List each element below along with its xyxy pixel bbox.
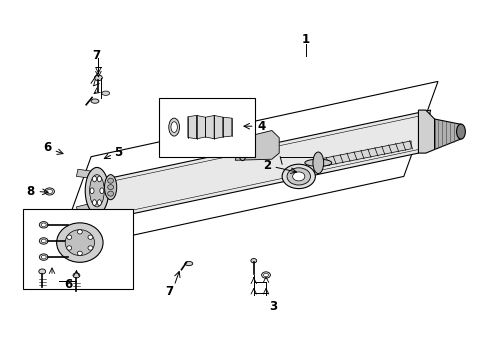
Ellipse shape (41, 239, 46, 243)
Ellipse shape (98, 200, 101, 206)
Ellipse shape (67, 235, 72, 239)
Ellipse shape (88, 246, 93, 250)
Text: 7: 7 (92, 49, 100, 62)
Ellipse shape (65, 230, 95, 256)
Ellipse shape (169, 118, 179, 136)
Ellipse shape (91, 99, 99, 103)
Ellipse shape (93, 200, 97, 206)
Ellipse shape (45, 188, 54, 195)
Polygon shape (214, 116, 223, 139)
Ellipse shape (41, 223, 46, 226)
Text: 8: 8 (26, 185, 34, 198)
Text: 6: 6 (43, 141, 51, 154)
Text: 1: 1 (302, 32, 310, 46)
Polygon shape (435, 119, 462, 149)
Ellipse shape (305, 159, 332, 166)
Ellipse shape (262, 272, 270, 278)
Ellipse shape (287, 168, 311, 185)
Text: 7: 7 (165, 285, 173, 298)
Ellipse shape (73, 273, 80, 278)
Ellipse shape (90, 188, 94, 194)
Ellipse shape (39, 238, 48, 244)
Polygon shape (76, 203, 91, 212)
Ellipse shape (77, 251, 82, 256)
Polygon shape (235, 131, 279, 160)
Ellipse shape (264, 273, 269, 277)
Ellipse shape (100, 188, 104, 194)
Ellipse shape (238, 138, 247, 161)
Ellipse shape (282, 164, 316, 189)
Ellipse shape (90, 175, 104, 207)
Ellipse shape (108, 178, 114, 183)
Ellipse shape (98, 176, 101, 182)
FancyBboxPatch shape (23, 209, 133, 289)
Polygon shape (196, 116, 205, 139)
Ellipse shape (93, 176, 97, 182)
Ellipse shape (108, 185, 114, 190)
Ellipse shape (39, 222, 48, 228)
Ellipse shape (47, 189, 52, 194)
Ellipse shape (185, 261, 193, 266)
FancyBboxPatch shape (159, 98, 255, 157)
Text: 5: 5 (114, 145, 122, 158)
Ellipse shape (102, 91, 110, 95)
Ellipse shape (85, 167, 109, 214)
Ellipse shape (67, 246, 72, 250)
Ellipse shape (77, 230, 82, 234)
Ellipse shape (88, 235, 93, 239)
Ellipse shape (57, 223, 103, 262)
Polygon shape (321, 141, 411, 167)
Text: 3: 3 (270, 300, 277, 313)
Polygon shape (418, 110, 435, 153)
Ellipse shape (171, 122, 177, 132)
Ellipse shape (313, 152, 324, 174)
Text: 2: 2 (263, 159, 271, 172)
Text: 6: 6 (64, 278, 72, 291)
Ellipse shape (108, 191, 114, 196)
Ellipse shape (293, 172, 305, 181)
Ellipse shape (41, 255, 46, 259)
Polygon shape (76, 169, 91, 178)
Polygon shape (205, 116, 214, 139)
Ellipse shape (457, 124, 465, 139)
Text: 4: 4 (257, 120, 265, 133)
Polygon shape (188, 116, 196, 139)
Polygon shape (223, 117, 232, 137)
Ellipse shape (39, 269, 46, 274)
Ellipse shape (95, 75, 102, 81)
Ellipse shape (251, 258, 257, 263)
Ellipse shape (104, 175, 117, 200)
Ellipse shape (39, 254, 48, 260)
Polygon shape (89, 110, 431, 223)
